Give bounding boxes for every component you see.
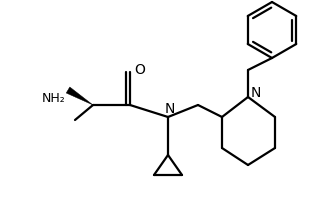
Polygon shape <box>66 87 93 105</box>
Text: N: N <box>251 86 261 100</box>
Text: NH₂: NH₂ <box>42 91 66 105</box>
Text: O: O <box>135 63 145 77</box>
Text: N: N <box>165 102 175 116</box>
